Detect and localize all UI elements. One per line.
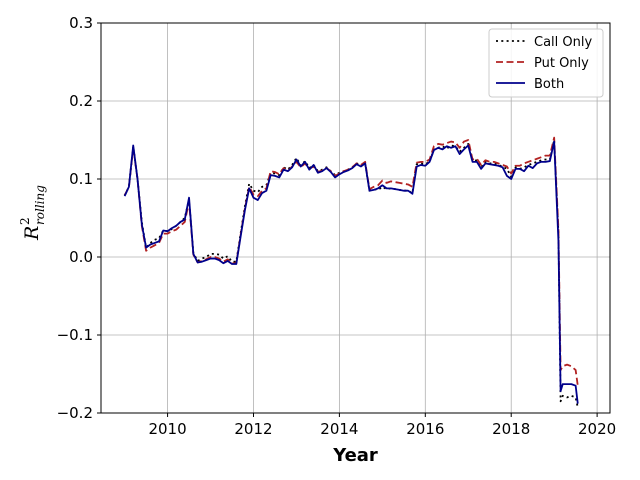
x-tick-label: 2014 — [320, 420, 358, 438]
y-tick-label: 0.2 — [69, 92, 93, 110]
x-tick-label: 2018 — [492, 420, 530, 438]
x-tick-label: 2016 — [406, 420, 444, 438]
legend-label-both: Both — [534, 77, 564, 92]
x-tick-label: 2012 — [234, 420, 272, 438]
y-tick-label: 0.1 — [69, 170, 93, 188]
x-tick-label: 2010 — [148, 420, 186, 438]
y-axis-title: R2rolling — [18, 185, 47, 241]
y-axis: −0.2 −0.1 0.0 0.1 0.2 0.3 — [57, 14, 101, 422]
y-tick-label: 0.3 — [69, 14, 93, 32]
y-tick-label: −0.2 — [57, 404, 93, 422]
y-label-sup: 2 — [18, 217, 32, 225]
x-axis-title: Year — [332, 445, 378, 466]
plot-frame — [100, 22, 611, 414]
y-label-sub: rolling — [33, 185, 47, 225]
legend: Call Only Put Only Both — [488, 28, 604, 98]
legend-box — [488, 28, 604, 98]
series-line-both — [123, 140, 579, 404]
y-tick-label: −0.1 — [57, 326, 93, 344]
grid — [101, 22, 610, 414]
legend-label-put-only: Put Only — [534, 56, 589, 71]
x-axis: 2010 2012 2014 2016 2018 2020 — [148, 413, 616, 438]
series-layer — [123, 136, 579, 408]
y-label-base: R — [21, 226, 43, 241]
y-axis-label: R2rolling — [18, 185, 47, 241]
x-tick-label: 2020 — [578, 420, 616, 438]
legend-label-call-only: Call Only — [534, 35, 592, 50]
y-tick-label: 0.0 — [69, 248, 93, 266]
